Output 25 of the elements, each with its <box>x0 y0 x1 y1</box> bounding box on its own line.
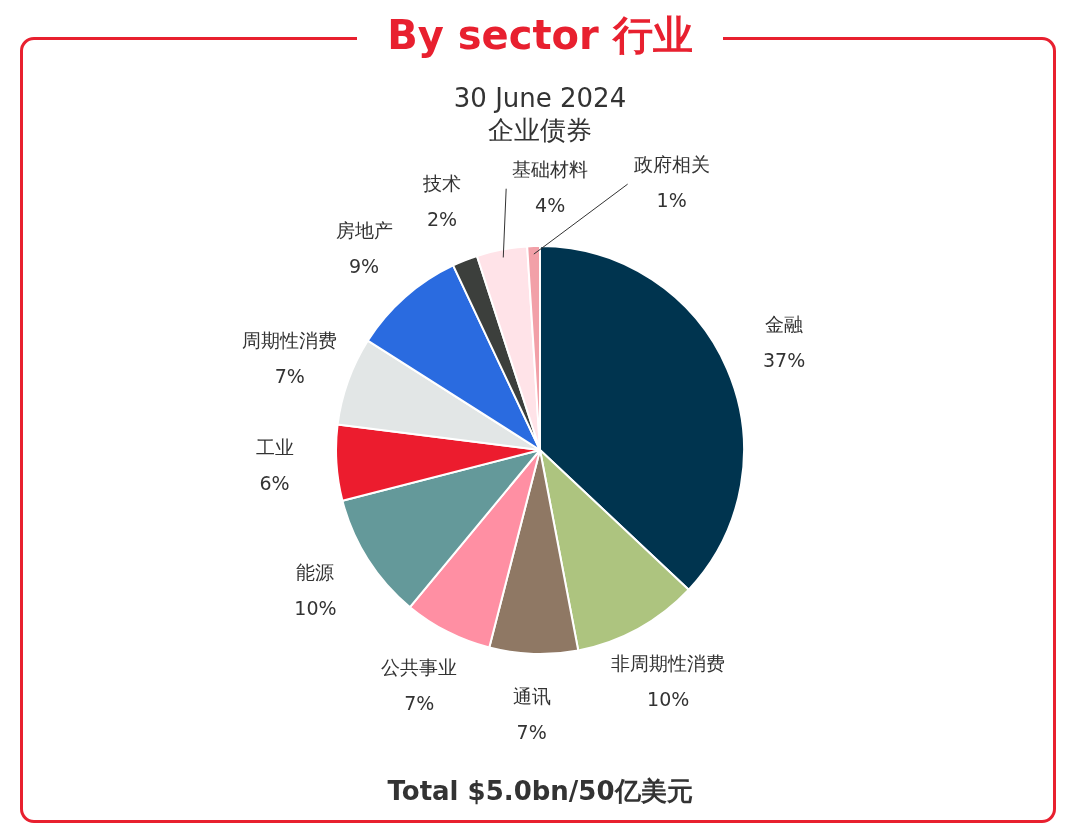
slice-label: 金融 <box>765 313 804 336</box>
data-label: 4% <box>535 193 566 216</box>
slice-label: 基础材料 <box>512 157 589 180</box>
slice-label: 技术 <box>422 171 462 194</box>
slice-label: 通讯 <box>512 684 551 707</box>
data-label: 7% <box>404 691 435 714</box>
slice-label: 政府相关 <box>633 153 710 176</box>
data-label: 9% <box>349 255 380 278</box>
data-label: 2% <box>427 207 458 230</box>
slice-label: 非周期性消费 <box>611 652 726 675</box>
slice-label: 工业 <box>255 435 294 458</box>
text: Total $5.0bn/50亿美元 <box>386 775 694 808</box>
data-label: 6% <box>259 471 290 494</box>
data-label: 7% <box>274 364 305 387</box>
slice-label: 能源 <box>296 561 335 584</box>
data-label: 1% <box>656 189 687 212</box>
chart-title: By sector 行业 <box>357 12 723 58</box>
data-label: 7% <box>516 720 547 743</box>
data-label: 10% <box>647 688 690 711</box>
data-label: 37% <box>763 349 806 372</box>
data-label: 10% <box>294 597 337 620</box>
chart-subtitle: 30 June 2024 企业债券 <box>452 82 628 146</box>
slice-label: 公共事业 <box>381 655 458 678</box>
slice-label: 周期性消费 <box>242 328 338 351</box>
slice-label: 房地产 <box>335 219 393 242</box>
